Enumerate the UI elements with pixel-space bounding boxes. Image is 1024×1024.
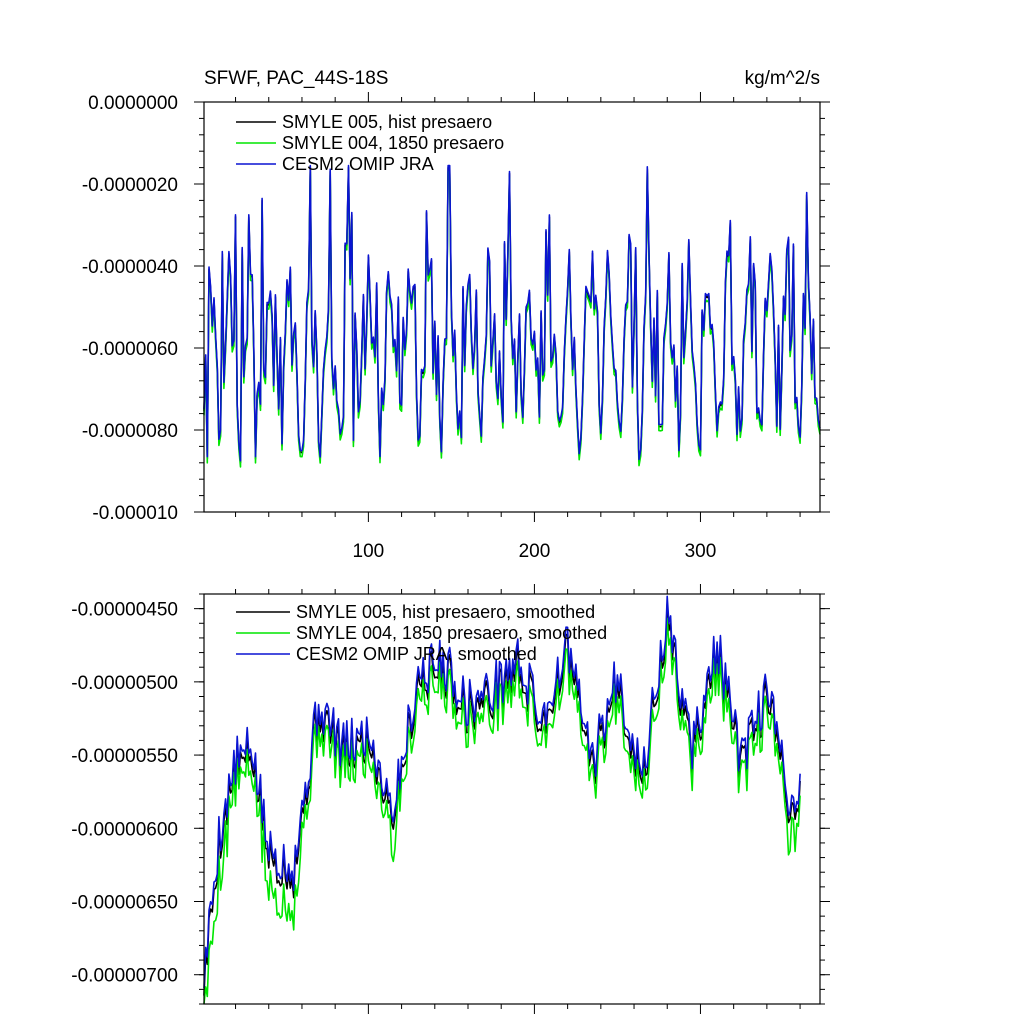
y-tick-label: -0.00000650	[71, 893, 178, 914]
bottom-series-group	[203, 595, 801, 1005]
series-line-1	[203, 617, 801, 1005]
series-line-2	[203, 595, 801, 989]
y-tick-label: -0.00000550	[71, 746, 178, 767]
series-line-2	[203, 164, 821, 462]
y-tick-label: -0.00000700	[71, 966, 178, 987]
legend-label-cesm2-omip: CESM2 OMIP JRA	[282, 154, 434, 174]
legend-label-smyle-004-smoothed: SMYLE 004, 1850 presaero, smoothed	[296, 623, 607, 643]
legend-label-cesm2-omip-smoothed: CESM2 OMIP JRA, smoothed	[296, 644, 537, 664]
x-tick-label: 300	[685, 541, 717, 562]
y-tick-label: -0.0000060	[82, 339, 178, 360]
legend-label-smyle-004: SMYLE 004, 1850 presaero	[282, 133, 504, 153]
y-tick-label: 0.0000000	[88, 93, 178, 114]
x-tick-label: 200	[519, 541, 551, 562]
top-ticks-group: 0.0000000 -0.0000020 -0.0000040 -0.0000060 -…	[82, 92, 830, 562]
top-plot-frame	[203, 101, 821, 513]
series-line-0	[203, 166, 821, 464]
top-legend: SMYLE 005, hist presaero SMYLE 004, 1850…	[236, 112, 504, 174]
top-panel: SFWF, PAC_44S-18S kg/m^2/s 0.0000000 -0.0…	[82, 68, 830, 562]
y-tick-label: -0.0000040	[82, 257, 178, 278]
legend-label-smyle-005: SMYLE 005, hist presaero	[282, 112, 492, 132]
bottom-legend: SMYLE 005, hist presaero, smoothed SMYLE…	[236, 602, 607, 664]
bottom-panel: -0.00000450 -0.00000500 -0.00000550 -0.0000…	[71, 584, 830, 1014]
bottom-ticks-group: -0.00000450 -0.00000500 -0.00000550 -0.0000…	[71, 584, 830, 1014]
top-chart-title: SFWF, PAC_44S-18S	[204, 68, 388, 89]
y-tick-label: -0.000010	[92, 503, 178, 524]
y-tick-label: -0.00000450	[71, 600, 178, 621]
bottom-plot-frame	[203, 593, 821, 1005]
y-tick-label: -0.00000600	[71, 819, 178, 840]
legend-label-smyle-005-smoothed: SMYLE 005, hist presaero, smoothed	[296, 602, 595, 622]
top-chart-units: kg/m^2/s	[745, 68, 820, 89]
y-tick-label: -0.00000500	[71, 673, 178, 694]
x-tick-label: 100	[353, 541, 385, 562]
top-series-group	[203, 164, 821, 468]
y-tick-label: -0.0000020	[82, 175, 178, 196]
y-tick-label: -0.0000080	[82, 421, 178, 442]
